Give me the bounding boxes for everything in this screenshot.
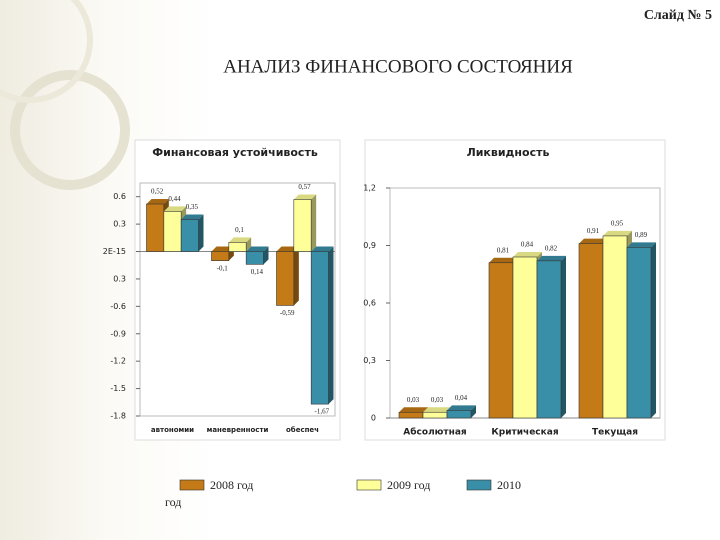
legend-label: 2009 год — [387, 478, 430, 492]
y-tick-label: -0.6 — [110, 302, 126, 311]
y-tick-label: -0.9 — [110, 329, 126, 338]
value-label: 0,82 — [545, 244, 558, 252]
bar-top — [181, 214, 204, 220]
value-label: 0,35 — [186, 203, 199, 211]
bar-side — [561, 255, 566, 418]
bar-top — [579, 238, 608, 244]
y-tick-label: -1.2 — [110, 357, 126, 366]
y-tick-label: 0,6 — [363, 299, 376, 308]
bar — [536, 260, 562, 419]
bar-top — [163, 206, 187, 212]
value-label: 0,14 — [251, 268, 264, 276]
bar — [146, 203, 165, 252]
y-tick-label: 0,9 — [363, 241, 376, 250]
legend-label: 2008 год — [210, 478, 253, 492]
y-tick-label: -1.8 — [110, 412, 126, 421]
bar-side — [246, 237, 252, 252]
bar — [488, 262, 514, 419]
bar — [245, 251, 264, 265]
bar — [602, 235, 628, 419]
bar-top — [513, 252, 542, 257]
legend-swatch — [179, 479, 205, 491]
y-tick-label: 0 — [371, 414, 376, 423]
x-tick-label: Абсолютная — [403, 427, 467, 438]
chart-title: Ликвидность — [467, 146, 550, 159]
y-tick-label: 0.3 — [113, 274, 126, 283]
bar-top — [276, 246, 299, 252]
value-label: 0,57 — [298, 183, 311, 191]
x-tick-label: Текущая — [592, 428, 638, 438]
decor-circle — [0, 0, 93, 103]
value-label: 0,44 — [168, 195, 181, 203]
value-label: 0,52 — [151, 188, 164, 196]
value-label: 0,81 — [497, 246, 510, 254]
bar-top — [627, 242, 656, 248]
value-label: 0,89 — [635, 231, 648, 239]
bar — [512, 256, 538, 419]
x-tick-label: маневренности — [207, 426, 269, 434]
y-tick-label: 0.3 — [113, 220, 126, 229]
value-label: 0,1 — [235, 226, 244, 234]
value-label: -0,59 — [280, 309, 295, 317]
bar-side — [471, 405, 476, 418]
value-label: 0,84 — [521, 241, 534, 249]
bar-side — [198, 214, 204, 252]
bar — [228, 242, 247, 252]
bar-top — [603, 230, 632, 236]
legend-swatch — [466, 479, 492, 491]
bar — [446, 410, 472, 419]
bar — [310, 251, 329, 405]
y-tick-label: 2E-15 — [103, 247, 126, 256]
bar-top — [423, 407, 452, 413]
y-tick-label: 1,2 — [363, 184, 376, 193]
bar-side — [293, 246, 299, 306]
value-label: 0,03 — [407, 396, 420, 404]
bar-top — [228, 237, 252, 243]
x-tick-label: автономии — [151, 426, 194, 434]
value-label: -1,67 — [315, 408, 330, 416]
bar-top — [311, 246, 334, 252]
bar — [211, 251, 230, 261]
x-tick-label: обеспеч — [286, 426, 319, 434]
bar-side — [311, 194, 317, 252]
bar — [398, 411, 424, 419]
value-label: 0,03 — [431, 396, 444, 404]
bar-top — [146, 199, 169, 205]
legend-overflow: год — [165, 495, 181, 509]
bar — [422, 411, 448, 419]
bar-top — [447, 405, 476, 411]
value-label: 0,95 — [611, 220, 624, 228]
slide-title: АНАЛИЗ ФИНАНСОВОГО СОСТОЯНИЯ — [223, 56, 573, 77]
legend-label: 2010 — [497, 478, 521, 492]
bar-side — [263, 246, 269, 265]
y-tick-label: 0,3 — [363, 356, 376, 365]
bar — [626, 247, 652, 419]
bar-side — [651, 242, 656, 418]
bar-top — [399, 407, 428, 413]
bar-top — [246, 246, 269, 252]
decor-circle — [10, 70, 130, 190]
value-label: -0,1 — [217, 264, 229, 272]
y-tick-label: -1.5 — [110, 384, 126, 393]
bar-side — [328, 246, 334, 405]
value-label: 0,04 — [455, 394, 468, 402]
bar-top — [293, 194, 317, 200]
legend-swatch — [356, 479, 382, 491]
value-label: 0,91 — [587, 227, 600, 235]
bar-top — [537, 255, 566, 261]
bar — [578, 243, 604, 419]
x-tick-label: Критическая — [491, 428, 558, 438]
bar — [276, 251, 295, 306]
bar-top — [211, 246, 234, 252]
y-tick-label: 0.6 — [113, 192, 126, 201]
chart-title: Финансовая устойчивость — [152, 146, 318, 159]
bar — [180, 219, 199, 252]
slide-number: Слайд № 5 — [644, 8, 712, 23]
bar — [163, 211, 182, 252]
bar-top — [489, 257, 518, 263]
bar — [293, 199, 312, 252]
